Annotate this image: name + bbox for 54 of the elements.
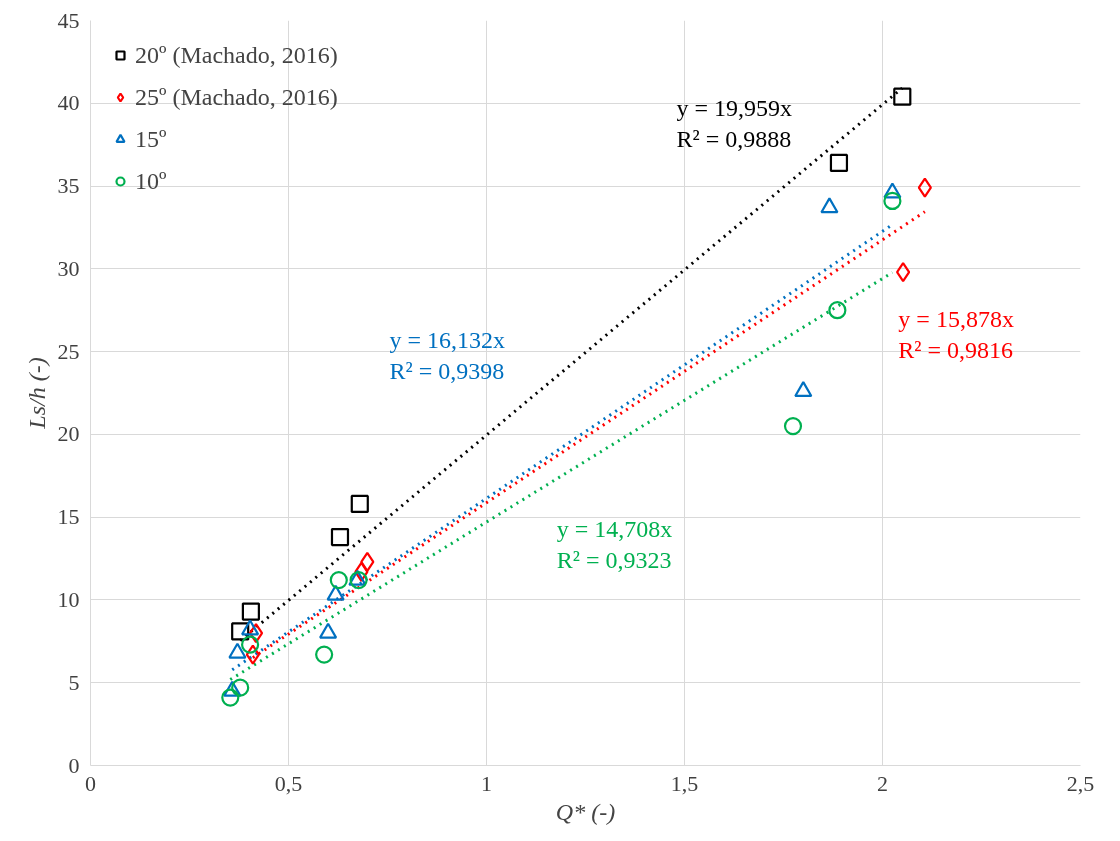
- point: [231, 678, 250, 697]
- y-tick-label: 35: [57, 173, 80, 199]
- point: [828, 301, 847, 320]
- point: [883, 182, 902, 199]
- point: [315, 645, 334, 664]
- point: [245, 644, 260, 665]
- annotation: R² = 0,9323: [556, 546, 672, 573]
- point: [783, 417, 803, 436]
- point: [330, 527, 350, 547]
- point: [893, 87, 912, 106]
- point: [360, 551, 375, 572]
- point: [794, 381, 813, 398]
- y-tick-label: 5: [68, 669, 80, 695]
- y-axis-title: Ls/h (-): [23, 357, 50, 430]
- y-tick-label: 30: [57, 255, 80, 281]
- y-tick-label: 20: [57, 421, 80, 447]
- y-tick-label: 10: [57, 586, 80, 612]
- annotation: y = 16,132x: [389, 327, 506, 354]
- annotation: y = 19,959x: [676, 94, 793, 121]
- point: [350, 494, 369, 514]
- point: [329, 570, 348, 590]
- point: [354, 561, 369, 582]
- legend-label: 10º: [135, 166, 167, 196]
- point: [917, 177, 932, 198]
- point: [883, 191, 902, 211]
- x-axis-title: Q* (-): [555, 798, 616, 825]
- annotation: y = 14,708x: [556, 515, 673, 542]
- legend-label: 20º (Machado, 2016): [135, 40, 338, 70]
- annotation: y = 15,878x: [898, 305, 1014, 332]
- annotation: R² = 0,9398: [389, 358, 505, 385]
- legend-label: 25º (Machado, 2016): [135, 82, 338, 112]
- y-tick-label: 45: [57, 7, 80, 33]
- x-tick-label: 2,5: [1066, 770, 1095, 796]
- x-tick-label: 1: [481, 770, 492, 796]
- annotation: R² = 0,9816: [898, 336, 1014, 363]
- x-tick-label: 0: [85, 770, 96, 796]
- point: [349, 570, 368, 590]
- x-tick-label: 1,5: [670, 770, 699, 796]
- point: [820, 197, 839, 214]
- y-tick-label: 25: [57, 338, 80, 364]
- point: [241, 602, 260, 621]
- x-tick-label: 0,5: [274, 770, 303, 796]
- legend-label: 15º: [135, 124, 167, 154]
- x-tick-label: 2: [877, 770, 888, 796]
- point: [829, 153, 849, 172]
- y-tick-label: 15: [57, 504, 80, 530]
- y-tick-label: 40: [57, 90, 80, 116]
- point: [248, 622, 264, 644]
- point: [221, 688, 240, 707]
- point: [895, 262, 911, 283]
- point: [240, 635, 260, 654]
- point: [231, 622, 250, 641]
- y-tick-label: 0: [68, 752, 80, 778]
- annotation: R² = 0,9888: [676, 125, 792, 152]
